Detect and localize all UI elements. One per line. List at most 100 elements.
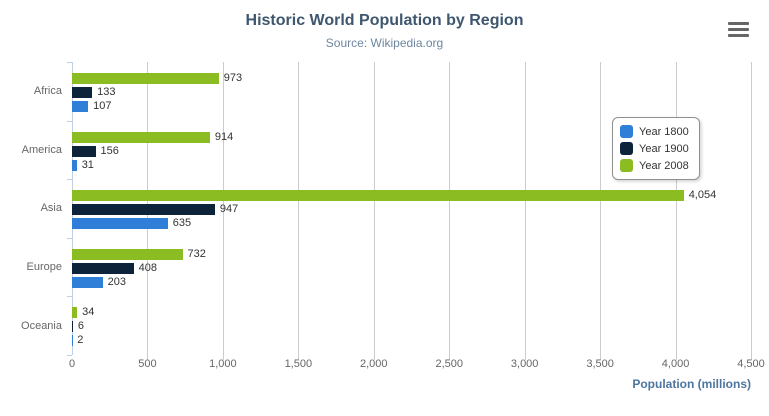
x-axis-tick <box>524 355 526 360</box>
hamburger-bar <box>728 28 749 31</box>
category-label: Europe <box>26 261 62 274</box>
bar-year-2008[interactable] <box>72 190 684 202</box>
y-axis-tick <box>67 238 72 239</box>
data-label: 31 <box>81 158 94 171</box>
bar-row: 6 <box>72 320 85 333</box>
data-label: 34 <box>82 306 95 319</box>
bar-year-1800[interactable] <box>72 159 77 171</box>
x-axis-label: 2,500 <box>435 358 463 370</box>
x-axis-label: 500 <box>138 358 157 370</box>
hamburger-bar <box>728 22 749 25</box>
x-axis-label: 2,000 <box>360 358 388 370</box>
x-axis-tick <box>675 355 677 360</box>
category-label: Oceania <box>21 319 62 332</box>
category-label: America <box>21 143 62 156</box>
gridline <box>449 62 451 355</box>
x-axis-label: 1,500 <box>284 358 313 370</box>
gridline <box>298 62 300 355</box>
legend-item-year-1900[interactable]: Year 1900 <box>620 140 689 157</box>
data-label: 914 <box>214 130 234 143</box>
x-axis-tick <box>600 355 602 360</box>
bar-year-1900[interactable] <box>72 145 96 157</box>
data-label: 133 <box>97 86 116 98</box>
bar-row: 203 <box>72 275 126 288</box>
y-axis-tick <box>67 62 72 63</box>
y-axis-tick <box>67 179 72 180</box>
legend-swatch <box>620 125 633 138</box>
x-axis-label: 3,000 <box>510 358 539 370</box>
legend-item-year-2008[interactable]: Year 2008 <box>620 157 689 174</box>
bar-row: 34 <box>72 306 95 319</box>
bar-year-1900[interactable] <box>72 204 215 216</box>
bar-year-2008[interactable] <box>72 307 78 319</box>
data-label: 203 <box>107 275 126 288</box>
bar-row: 732 <box>72 247 206 260</box>
bar-row: 914 <box>72 130 234 143</box>
bar-row: 4,054 <box>72 189 717 202</box>
data-label: 408 <box>138 261 157 274</box>
legend-swatch <box>620 159 633 172</box>
hamburger-menu-icon[interactable] <box>728 22 749 37</box>
legend-item-year-1800[interactable]: Year 1800 <box>620 123 689 140</box>
category-label: Asia <box>40 202 62 215</box>
x-axis-label: 1,000 <box>209 358 237 370</box>
data-label: 6 <box>77 320 85 333</box>
x-axis-label: 4,500 <box>737 358 765 370</box>
x-axis-tick <box>449 355 451 360</box>
legend-label: Year 1900 <box>639 142 689 155</box>
y-axis-tick <box>67 355 72 356</box>
bar-year-2008[interactable] <box>72 73 219 84</box>
data-label: 4,054 <box>688 189 717 202</box>
gridline <box>600 62 602 355</box>
data-label: 156 <box>100 144 119 157</box>
x-axis-tick <box>298 355 300 360</box>
data-label: 635 <box>172 217 192 230</box>
data-label: 732 <box>187 247 206 260</box>
bar-row: 107 <box>72 101 111 112</box>
bar-row: 2 <box>72 334 84 347</box>
bar-row: 133 <box>72 87 115 98</box>
bar-year-1800[interactable] <box>72 218 168 230</box>
gridline <box>222 62 224 355</box>
y-axis-tick <box>67 296 72 297</box>
chart-title: Historic World Population by Region <box>245 12 524 29</box>
bar-year-2008[interactable] <box>72 131 210 143</box>
bar-row: 31 <box>72 158 94 171</box>
data-label: 2 <box>77 334 84 347</box>
bar-year-1900[interactable] <box>72 262 134 274</box>
legend-label: Year 1800 <box>639 125 689 138</box>
bar-row: 156 <box>72 144 119 157</box>
gridline <box>373 62 375 355</box>
data-label: 973 <box>223 72 243 84</box>
x-axis-tick <box>373 355 375 360</box>
x-axis-title: Population (millions) <box>632 377 751 391</box>
chart-subtitle: Source: Wikipedia.org <box>325 36 444 50</box>
y-axis-tick <box>67 121 72 122</box>
plot-area: 0 500 1,000 1,500 2,000 2,500 3,000 3,500 4,000 4… <box>21 62 765 370</box>
bar-year-1800[interactable] <box>72 101 89 112</box>
x-axis-tick <box>147 355 149 360</box>
legend-swatch <box>620 142 633 155</box>
gridline <box>524 62 526 355</box>
category-label: Africa <box>33 85 62 98</box>
data-label: 107 <box>93 100 112 112</box>
data-label: 947 <box>219 203 239 216</box>
hamburger-bar <box>728 34 749 37</box>
legend-label: Year 2008 <box>639 159 689 172</box>
x-axis-tick <box>751 355 752 360</box>
legend-box: Year 1800 Year 1900 Year 2008 <box>612 117 700 180</box>
bar-row: 947 <box>72 203 239 216</box>
x-axis-label: 3,500 <box>586 358 614 370</box>
bar-year-1800[interactable] <box>72 276 103 288</box>
bar-year-1900[interactable] <box>72 321 73 333</box>
gridline <box>675 62 677 355</box>
x-axis-tick <box>222 355 224 360</box>
x-axis-label: 0 <box>68 358 76 370</box>
bar-year-1900[interactable] <box>72 87 93 98</box>
bar-year-2008[interactable] <box>72 248 183 260</box>
gridline <box>751 62 752 355</box>
bar-row: 408 <box>72 261 157 274</box>
bar-row: 635 <box>72 217 192 230</box>
x-axis-label: 4,000 <box>661 358 690 370</box>
